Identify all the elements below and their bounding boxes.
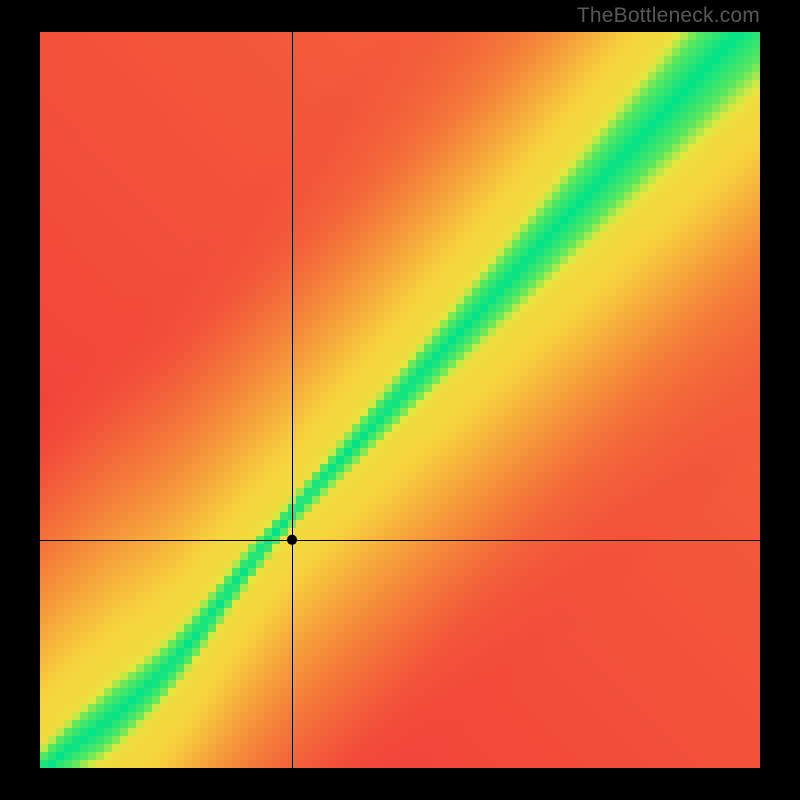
heatmap-canvas: [40, 32, 760, 768]
heatmap-plot: [40, 32, 760, 768]
attribution-text: TheBottleneck.com: [577, 4, 760, 28]
figure-root: TheBottleneck.com: [0, 0, 800, 800]
